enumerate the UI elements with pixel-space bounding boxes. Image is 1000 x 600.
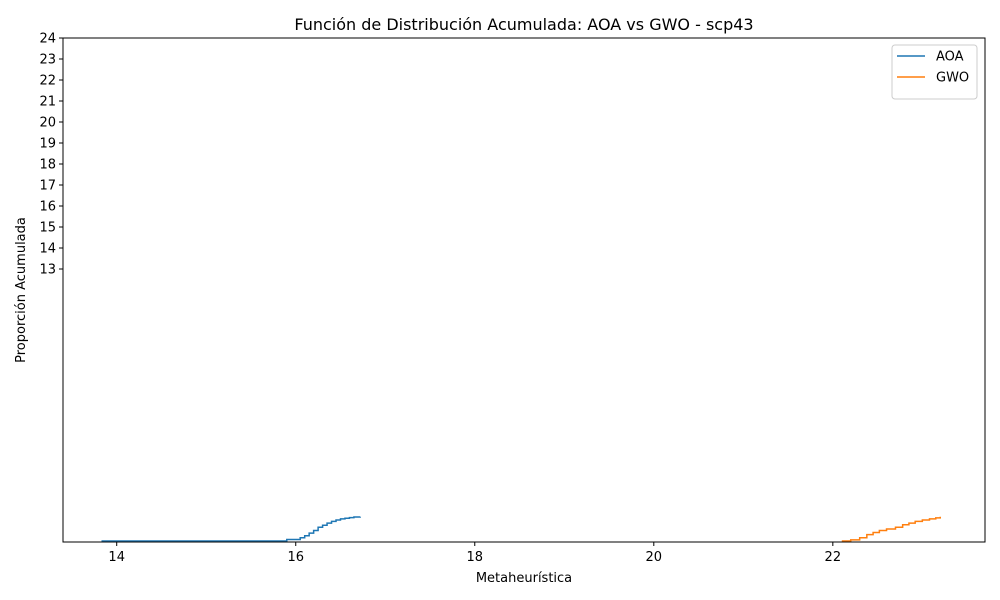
x-axis-label: Metaheurística <box>476 571 572 586</box>
y-tick-label: 24 <box>39 32 56 47</box>
legend-label-aoa: AOA <box>936 50 964 65</box>
y-tick-label: 20 <box>39 116 56 131</box>
x-tick-label: 16 <box>287 550 304 565</box>
legend-box <box>891 44 978 100</box>
y-tick-label: 17 <box>39 179 56 194</box>
x-tick-label: 20 <box>646 550 663 565</box>
axis-ticks: 14 16 18 20 22 13 14 15 16 17 18 19 20 21 22 23 24 <box>39 32 841 566</box>
y-tick-label: 21 <box>39 95 56 110</box>
y-tick-label: 15 <box>39 221 56 236</box>
y-tick-label: 18 <box>39 158 56 173</box>
y-tick-label: 22 <box>39 74 56 89</box>
legend-label-gwo: GWO <box>936 71 969 86</box>
y-tick-label: 19 <box>39 137 56 152</box>
x-tick-label: 18 <box>466 550 483 565</box>
y-tick-label: 16 <box>39 200 56 215</box>
x-tick-label: 22 <box>825 550 842 565</box>
series-line-gwo <box>841 516 941 542</box>
legend: AOA GWO <box>891 44 978 100</box>
chart-title: Función de Distribución Acumulada: AOA v… <box>294 15 753 34</box>
y-axis-label: Proporción Acumulada <box>14 217 29 363</box>
axes-frame <box>62 37 986 543</box>
series-line-aoa <box>101 516 361 542</box>
plot-area <box>62 37 986 543</box>
y-tick-label: 13 <box>39 263 56 278</box>
y-tick-label: 14 <box>39 242 56 257</box>
x-tick-label: 14 <box>108 550 125 565</box>
y-tick-label: 23 <box>39 53 56 68</box>
